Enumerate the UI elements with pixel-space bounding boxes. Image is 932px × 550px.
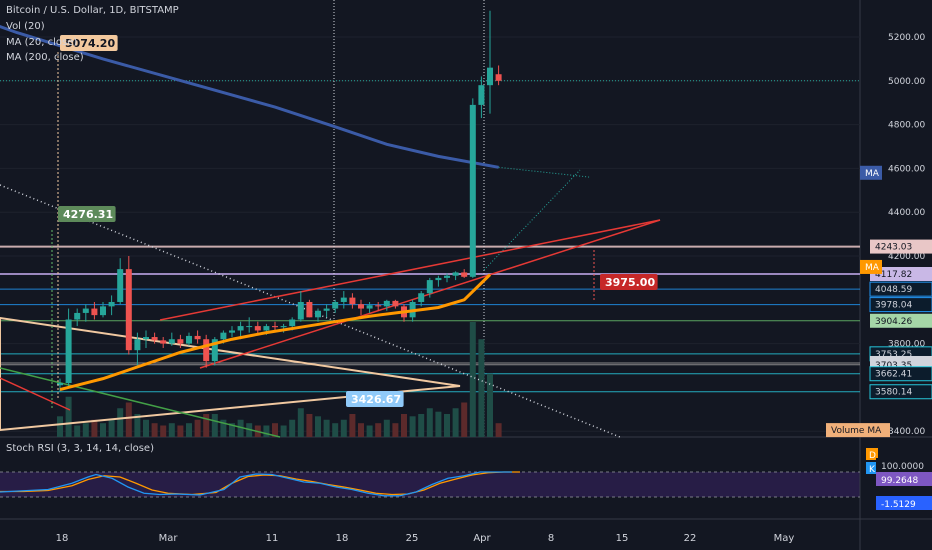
annotation-3975: 3975.00 <box>605 276 655 289</box>
volume-bar <box>453 408 459 437</box>
volume-bar <box>298 408 304 437</box>
rsi-badge: 100.0000 <box>881 462 924 472</box>
volume-bar <box>341 420 347 437</box>
volume-bar <box>349 414 355 437</box>
volume-bar <box>57 416 63 437</box>
level-badge: 3662.41 <box>875 370 912 380</box>
level-badge: 3978.04 <box>875 301 912 311</box>
x-tick-label: Apr <box>473 533 491 544</box>
rsi-badge: 99.2648 <box>881 476 918 486</box>
price-tick-label: 4400.00 <box>888 208 925 218</box>
volume-bar <box>109 420 115 437</box>
ma200-legend[interactable]: MA (200, close) <box>6 52 84 63</box>
x-tick-label: 22 <box>684 533 697 544</box>
price-tick-label: 5000.00 <box>888 77 925 87</box>
volume-bar <box>160 426 166 438</box>
volume-bar <box>487 374 493 437</box>
x-tick-label: 18 <box>336 533 349 544</box>
candle <box>470 98 476 278</box>
volume-bar <box>117 408 123 437</box>
x-tick-label: 25 <box>406 533 419 544</box>
volume-bar <box>427 408 433 437</box>
x-tick-label: May <box>774 533 795 544</box>
volume-bar <box>169 423 175 437</box>
annotation-4276: 4276.31 <box>63 208 113 221</box>
rsi-band <box>0 472 860 497</box>
x-tick-label: 18 <box>56 533 69 544</box>
level-badge: 4243.03 <box>875 243 912 253</box>
rsi-legend[interactable]: Stoch RSI (3, 3, 14, 14, close) <box>6 443 154 454</box>
volume-bar <box>324 420 330 437</box>
volume-bar <box>461 403 467 438</box>
axis-tag: MA <box>865 169 880 179</box>
axis-tag: Volume MA <box>831 426 882 436</box>
vol-legend[interactable]: Vol (20) <box>6 21 45 32</box>
volume-bar <box>375 423 381 437</box>
volume-bar <box>126 403 132 438</box>
x-tick-label: Mar <box>159 533 179 544</box>
volume-bar <box>152 423 158 437</box>
volume-bar <box>306 414 312 437</box>
volume-bar <box>91 420 97 437</box>
volume-bar <box>143 420 149 437</box>
volume-bar <box>410 416 416 437</box>
ma20-legend[interactable]: MA (20, close) <box>6 37 77 48</box>
level-badge: 4048.59 <box>875 285 912 295</box>
volume-bar <box>203 414 209 437</box>
price-tick-label: 4800.00 <box>888 121 925 131</box>
volume-bar <box>478 339 484 437</box>
volume-bar <box>212 414 218 437</box>
candle <box>66 309 72 388</box>
volume-bar <box>281 426 287 438</box>
volume-bar <box>367 426 373 438</box>
volume-bar <box>177 426 183 438</box>
annotation-3426: 3426.67 <box>351 393 401 406</box>
rsi-tag: D <box>869 451 876 461</box>
volume-bar <box>83 423 89 437</box>
volume-bar <box>401 414 407 437</box>
volume-bar <box>358 423 364 437</box>
x-tick-label: 8 <box>548 533 554 544</box>
volume-bar <box>435 412 441 437</box>
volume-bar <box>186 423 192 437</box>
volume-bar <box>315 416 321 437</box>
rsi-badge: -1.5129 <box>881 500 916 510</box>
volume-bar <box>100 423 106 437</box>
volume-bar <box>418 414 424 437</box>
chart-title: Bitcoin / U.S. Dollar, 1D, BITSTAMP <box>6 5 179 16</box>
volume-bar <box>74 426 80 438</box>
volume-bar <box>384 420 390 437</box>
price-tick-label: 3400.00 <box>888 427 925 437</box>
volume-bar <box>444 414 450 437</box>
x-tick-label: 11 <box>266 533 279 544</box>
volume-bar <box>332 423 338 437</box>
level-badge: 3904.26 <box>875 317 912 327</box>
volume-bar <box>66 397 72 437</box>
candle <box>306 300 312 318</box>
axis-tag: MA <box>865 263 880 273</box>
price-tick-label: 4600.00 <box>888 164 925 174</box>
volume-bar <box>263 426 269 438</box>
volume-bar <box>470 322 476 437</box>
volume-bar <box>392 423 398 437</box>
candle <box>126 256 132 355</box>
volume-bar <box>195 420 201 437</box>
level-badge: 3580.14 <box>875 388 912 398</box>
volume-bar <box>496 423 502 437</box>
price-tick-label: 5200.00 <box>888 33 925 43</box>
x-tick-label: 15 <box>616 533 629 544</box>
volume-bar <box>289 420 295 437</box>
